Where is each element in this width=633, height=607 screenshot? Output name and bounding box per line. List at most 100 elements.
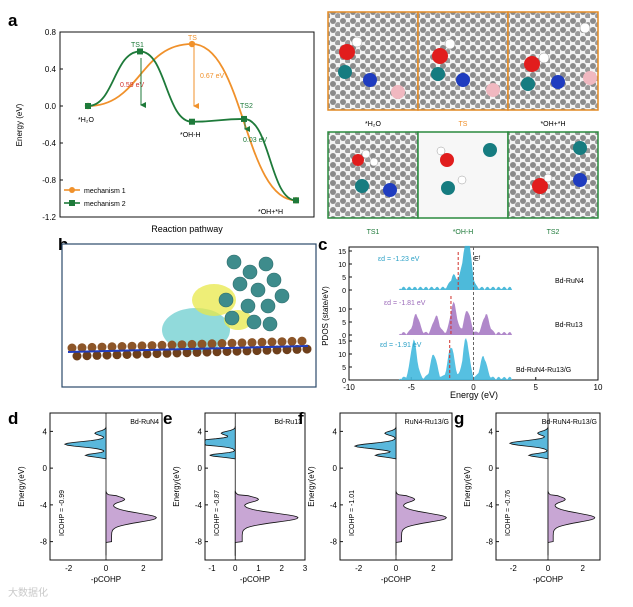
carbon-atom [192, 347, 202, 357]
legend-marker-mechanism-1 [69, 187, 75, 193]
icohp-label: ICOHP = -1.01 [349, 490, 356, 536]
y-tick-label: -0.8 [42, 176, 56, 185]
x-tick-label: 1 [256, 564, 261, 573]
y-tick-label: 0 [198, 464, 203, 473]
cohp-bonding-area [234, 490, 299, 556]
carbon-atom [127, 341, 137, 351]
cohp-frame [204, 412, 306, 561]
y-tick-label: 0.4 [45, 65, 57, 74]
legend-label-mechanism-1: mechanism 1 [84, 188, 126, 195]
series-name-2: Bd-Ru13 [555, 322, 583, 329]
barrier-label-ts2: 0.03 eV [243, 137, 267, 144]
structure-label-ts2: TS2 [547, 229, 560, 236]
carbon-atom [207, 339, 217, 349]
cohp-title: RuN4-Ru13/G [405, 419, 449, 426]
x-tick-label: 5 [534, 383, 539, 392]
carbon-atom [202, 347, 212, 357]
structure-label-oh-plus-h: *OH+*H [540, 121, 565, 128]
data-point [293, 197, 299, 204]
carbon-atom [277, 337, 287, 347]
data-point [188, 40, 196, 48]
ru-atom [260, 298, 276, 314]
y-tick-label: 5 [342, 365, 346, 372]
carbon-atom [162, 348, 172, 358]
cohp-antibonding-area [353, 426, 397, 460]
series-name-1: Bd-RuN4 [555, 278, 584, 285]
panel-label-a: a [8, 11, 18, 30]
cohp-bonding-area [547, 490, 596, 556]
carbon-atom [132, 349, 142, 359]
carbon-atom [122, 350, 132, 359]
plot-frame [59, 31, 315, 218]
fermi-label: Eᶠ [474, 256, 481, 263]
y-tick-label: -1.2 [42, 213, 56, 222]
ru-atom [274, 288, 290, 304]
y-tick-label: -8 [195, 538, 203, 547]
y-tick-label: 0 [43, 464, 48, 473]
carbon-atom [232, 346, 242, 356]
ru-atom [224, 310, 240, 326]
carbon-atom [77, 343, 87, 353]
carbon-atom [297, 336, 307, 346]
structure-label-oh-h: *OH-H [453, 229, 474, 236]
y-tick-label: 0 [489, 464, 494, 473]
x-tick-label: 0 [546, 564, 551, 573]
ru-atom [258, 256, 274, 272]
cohp-antibonding-area [508, 426, 549, 460]
state-label-oh-plus-h: *OH+*H [258, 209, 283, 216]
graphene-bond [67, 345, 309, 353]
cohp-antibonding-area [204, 426, 236, 460]
carbon-atom [267, 337, 277, 347]
energy-profile-chart: 0.8 0.4 0.0 -0.4 -0.8 -1.2 Energy (eV) Reacti… [15, 28, 315, 234]
structure-oh-h: *OH-H [417, 131, 509, 236]
ru-atom [266, 272, 282, 288]
y-tick-label: 0 [342, 333, 346, 340]
carbon-atom [112, 350, 122, 360]
x-tick-label: -5 [408, 383, 416, 392]
pdos-series-3 [349, 338, 598, 380]
ru-atom [242, 264, 258, 280]
carbon-atom [147, 341, 157, 351]
legend: mechanism 1 mechanism 2 [64, 187, 126, 208]
y-tick-label: 10 [338, 262, 346, 269]
y-tick-label: 10 [338, 352, 346, 359]
y-tick-label: -8 [40, 538, 48, 547]
y-tick-label: 15 [338, 339, 346, 346]
barrier-label-ts: 0.67 eV [200, 73, 224, 80]
eps-label-3: εd = -1.91 eV [380, 342, 422, 349]
cohp-bonding-area [105, 490, 157, 556]
structure-ts1: TS1 [327, 131, 419, 236]
carbon-atom [182, 348, 192, 358]
carbon-atom [212, 347, 222, 357]
y-tick-label: -0.4 [42, 139, 56, 148]
pdos-y-label: PDOS (state/eV) [321, 286, 330, 346]
cohp-panel-g: g -2 0 2 4 0 -4 -8 -pCOHP Energy(eV) Bd-RuN4-Ru13/… [454, 409, 601, 584]
carbon-atom [217, 339, 227, 348]
y-axis-label: Energy (eV) [15, 103, 24, 146]
panel-label-d: d [8, 409, 18, 428]
y-tick-label: -8 [486, 538, 494, 547]
carbon-atom [252, 346, 262, 356]
carbon-atom [82, 351, 92, 361]
y-tick-label: 5 [342, 275, 346, 282]
carbon-atom [177, 340, 187, 350]
panel-label-c: c [318, 235, 327, 254]
data-point [189, 118, 195, 125]
structure-label-h2o: *H₂O [365, 121, 381, 128]
x-axis-label: -pCOHP [533, 575, 563, 584]
state-label-oh-h: *OH-H [180, 132, 201, 139]
y-tick-label: 5 [342, 320, 346, 327]
x-tick-label: -2 [355, 564, 363, 573]
x-axis-label: Reaction pathway [151, 224, 223, 234]
series-name-3: Bd-RuN4-Ru13/G [516, 367, 571, 374]
carbon-atom [97, 342, 107, 352]
carbon-atom [67, 343, 77, 353]
structure-h2o: *H₂O [327, 11, 419, 128]
barrier-label-ts1: 0.59 eV [120, 82, 144, 89]
cohp-title: Bd-Ru13 [274, 419, 302, 426]
y-tick-label: 0 [342, 288, 346, 295]
ru-atom [240, 298, 256, 314]
y-tick-label: -4 [486, 501, 494, 510]
cohp-bonding-area [395, 490, 447, 556]
panel-label-g: g [454, 409, 464, 428]
